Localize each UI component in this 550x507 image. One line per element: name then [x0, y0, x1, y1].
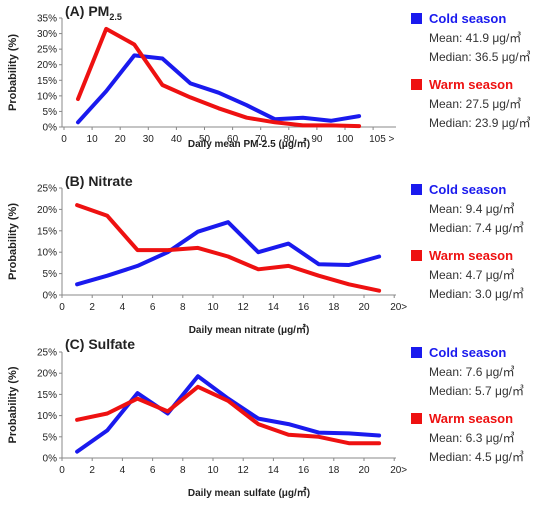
y-tick-label: 30% — [37, 29, 57, 40]
y-tick-label: 5% — [43, 432, 58, 443]
chart-panel-1: 0% 5% 10% 15% 20% 25% 0 2 4 6 8 10 12 14 16 18 20 20> Prob… — [7, 173, 524, 336]
y-tick-label: 25% — [37, 348, 57, 359]
legend-mean: Mean: 9.4 μg/㎥ — [429, 202, 515, 216]
legend-series-name: Cold season — [429, 345, 506, 360]
panel-title: (B) Nitrate — [65, 173, 133, 189]
panel-title: (A) PM2.5 — [65, 3, 122, 22]
x-tick-label: 30 — [143, 134, 155, 145]
x-tick-label: 4 — [120, 302, 126, 313]
y-tick-label: 5% — [43, 107, 58, 118]
legend-swatch-cold — [411, 347, 422, 358]
x-tick-label: 8 — [180, 302, 186, 313]
legend-series-name: Cold season — [429, 11, 506, 26]
x-tick-label: 0 — [61, 134, 67, 145]
x-tick-label: 100 — [337, 134, 354, 145]
y-tick-label: 15% — [37, 226, 57, 237]
x-tick-label: 70 — [255, 134, 267, 145]
legend-swatch-cold — [411, 184, 422, 195]
series-line-cold — [76, 53, 362, 125]
y-tick-label: 20% — [37, 60, 57, 71]
x-tick-label: 20 — [358, 465, 370, 476]
legend-mean: Mean: 41.9 μg/㎥ — [429, 31, 521, 45]
legend-median: Median: 4.5 μg/㎥ — [429, 450, 524, 464]
x-tick-label: 16 — [298, 302, 310, 313]
x-axis-label: Daily mean sulfate (μg/㎥) — [188, 486, 310, 499]
y-tick-label: 0% — [43, 454, 58, 465]
x-tick-label: 0 — [59, 465, 65, 476]
y-tick-label: 35% — [37, 14, 57, 25]
legend-median: Median: 7.4 μg/㎥ — [429, 221, 524, 235]
y-tick-label: 0% — [43, 291, 58, 302]
y-axis-label: Probability (%) — [7, 203, 19, 280]
x-tick-label: 14 — [268, 465, 280, 476]
x-axis-label: Daily mean nitrate (μg/㎥) — [189, 323, 310, 336]
legend-median: Median: 36.5 μg/㎥ — [429, 50, 531, 64]
y-tick-label: 25% — [37, 45, 57, 56]
legend-series-name: Warm season — [429, 77, 513, 92]
legend-mean: Mean: 4.7 μg/㎥ — [429, 268, 515, 282]
series-line-warm — [76, 26, 362, 129]
y-tick-label: 10% — [37, 91, 57, 102]
x-tick-label: 2 — [89, 465, 95, 476]
x-tick-label: 8 — [180, 465, 186, 476]
legend-series-name: Warm season — [429, 411, 513, 426]
x-tick-label: 14 — [268, 302, 280, 313]
x-tick-label: 0 — [59, 302, 65, 313]
y-tick-label: 20% — [37, 205, 57, 216]
chart-panel-2: 0% 5% 10% 15% 20% 25% 0 2 4 6 8 10 12 14 16 18 20 20> Prob… — [7, 336, 524, 499]
x-tick-label: 12 — [238, 465, 250, 476]
legend-median: Median: 23.9 μg/㎥ — [429, 116, 531, 130]
chart-panel-0: 0% 5% 10% 15% 20% 25% 30% 35% 0 10 20 30 40 50 60 70 80 9… — [7, 3, 531, 150]
legend-series-name: Cold season — [429, 182, 506, 197]
legend-swatch-warm — [411, 79, 422, 90]
y-tick-label: 20% — [37, 369, 57, 380]
legend-swatch-warm — [411, 413, 422, 424]
y-tick-label: 25% — [37, 184, 57, 195]
legend-swatch-cold — [411, 13, 422, 24]
x-tick-label: 20> — [390, 302, 407, 313]
x-tick-label: 10 — [207, 302, 219, 313]
x-tick-label: 80 — [283, 134, 295, 145]
legend-mean: Mean: 6.3 μg/㎥ — [429, 431, 515, 445]
y-tick-label: 15% — [37, 390, 57, 401]
x-tick-label: 2 — [89, 302, 95, 313]
legend-mean: Mean: 27.5 μg/㎥ — [429, 97, 521, 111]
x-tick-label: 20 — [358, 302, 370, 313]
y-axis-label: Probability (%) — [7, 34, 19, 111]
x-tick-label: 90 — [311, 134, 323, 145]
x-tick-label: 10 — [207, 465, 219, 476]
x-tick-label: 10 — [87, 134, 99, 145]
x-tick-label: 50 — [199, 134, 211, 145]
y-tick-label: 10% — [37, 411, 57, 422]
x-tick-label: 6 — [150, 465, 156, 476]
x-tick-label: 20 — [115, 134, 127, 145]
x-axis-label: Daily mean PM-2.5 (μg/㎥) — [188, 137, 310, 150]
x-tick-label: 20> — [390, 465, 407, 476]
x-tick-label: 105 > — [369, 134, 394, 145]
legend-swatch-warm — [411, 250, 422, 261]
series-line-warm — [75, 203, 382, 293]
legend-median: Median: 5.7 μg/㎥ — [429, 384, 524, 398]
x-tick-label: 4 — [120, 465, 126, 476]
panel-title: (C) Sulfate — [65, 336, 135, 352]
y-tick-label: 10% — [37, 248, 57, 259]
legend-series-name: Warm season — [429, 248, 513, 263]
y-tick-label: 15% — [37, 76, 57, 87]
x-tick-label: 16 — [298, 465, 310, 476]
legend-mean: Mean: 7.6 μg/㎥ — [429, 365, 515, 379]
legend-median: Median: 3.0 μg/㎥ — [429, 287, 524, 301]
x-tick-label: 18 — [328, 465, 340, 476]
y-tick-label: 5% — [43, 269, 58, 280]
x-tick-label: 60 — [227, 134, 239, 145]
x-tick-label: 18 — [328, 302, 340, 313]
y-axis-label: Probability (%) — [7, 366, 19, 443]
x-tick-label: 12 — [238, 302, 250, 313]
x-tick-label: 6 — [150, 302, 156, 313]
y-tick-label: 0% — [43, 123, 58, 134]
x-tick-label: 40 — [171, 134, 183, 145]
